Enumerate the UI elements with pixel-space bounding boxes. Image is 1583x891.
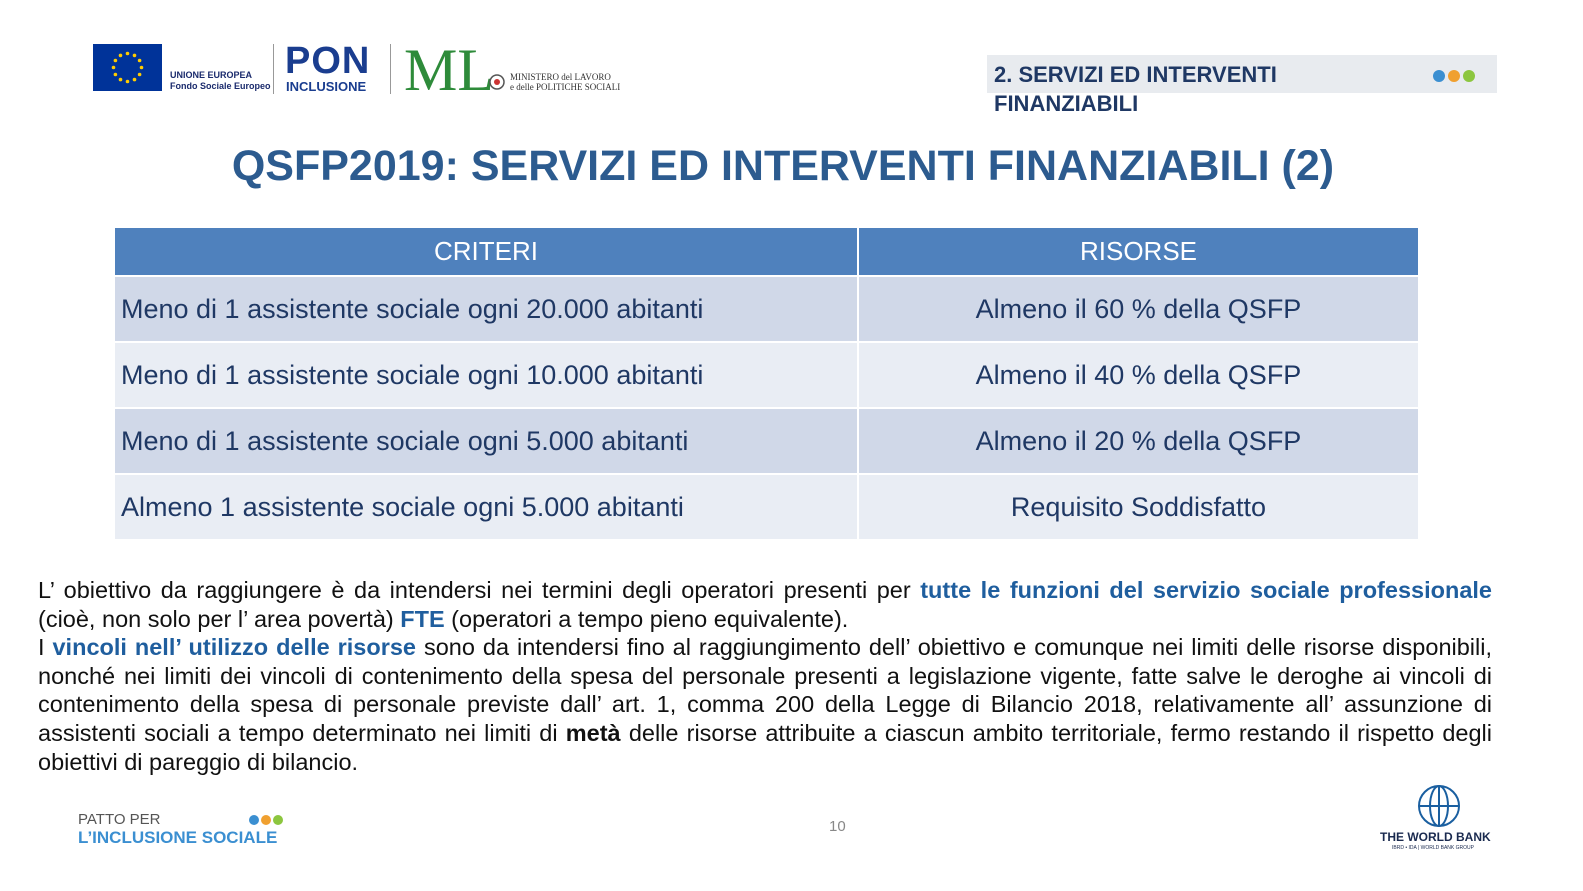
text-run: I — [38, 634, 53, 661]
table-cell: Requisito Soddisfatto — [857, 473, 1420, 541]
header-cell: RISORSE — [857, 228, 1420, 277]
text-run: (operatori a tempo pieno equivalente). — [444, 605, 849, 632]
text-run: vincoli nell’ utilizzo delle risorse — [52, 634, 417, 661]
world-bank-sub: IBRD • IDA | WORLD BANK GROUP — [1392, 845, 1474, 851]
eu-line: Fondo Sociale Europeo — [170, 81, 271, 91]
table-cell: Almeno il 40 % della QSFP — [857, 341, 1420, 409]
table-cell: Meno di 1 assistente sociale ogni 20.000… — [113, 275, 859, 343]
table-row: Meno di 1 assistente sociale ogni 20.000… — [113, 275, 1420, 343]
criteria-table: CRITERI RISORSE Meno di 1 assistente soci… — [113, 228, 1420, 541]
pon-sub: INCLUSIONE — [286, 79, 367, 94]
text-run: delle risorse attribuite a ciascun ambit… — [38, 719, 1492, 775]
text-run: L’ obiettivo da raggiungere è da intende… — [38, 577, 921, 603]
table-cell: Meno di 1 assistente sociale ogni 10.000… — [113, 341, 859, 409]
table-row: Meno di 1 assistente sociale ogni 5.000 … — [113, 407, 1420, 475]
text-run: FTE — [400, 605, 445, 632]
table-row: Almeno 1 assistente sociale ogni 5.000 a… — [113, 473, 1420, 541]
section-tag-box — [987, 55, 1497, 93]
section-tag: 2. SERVIZI ED INTERVENTI FINANZIABILI — [994, 62, 1277, 116]
table-cell: Almeno il 20 % della QSFP — [857, 407, 1420, 475]
dots — [1433, 70, 1475, 82]
ministry-emblem — [489, 74, 505, 90]
pon-logo: PON — [285, 40, 371, 82]
separator — [273, 44, 274, 94]
ministry-line: MINISTERO del LAVORO — [510, 72, 611, 82]
eu-line: UNIONE EUROPEA — [170, 70, 253, 80]
world-bank: THE WORLD BANK — [1380, 830, 1491, 844]
separator — [390, 44, 391, 94]
footer-dots — [249, 815, 283, 825]
text-run: metà — [565, 719, 621, 746]
table-cell: Meno di 1 assistente sociale ogni 5.000 … — [113, 407, 859, 475]
eu-flag — [93, 44, 162, 91]
page-number: 10 — [829, 818, 846, 835]
table-cell: Almeno 1 assistente sociale ogni 5.000 a… — [113, 473, 859, 541]
text-run: sono da intendersi fino al raggiungiment… — [38, 634, 1492, 746]
eu-logo-text: UNIONE EUROPEA Fondo Sociale Europeo — [170, 70, 271, 92]
header-cell: CRITERI — [113, 228, 859, 277]
eu-stars — [111, 51, 144, 84]
ministry-line: e delle POLITICHE SOCIALI — [510, 82, 621, 92]
ministry-letters: ML — [404, 37, 494, 103]
footer-patto: L’INCLUSIONE SOCIALE — [78, 828, 278, 847]
paragraph: L’ obiettivo da raggiungere è da intende… — [38, 576, 1492, 633]
world-bank-globe — [1418, 785, 1460, 827]
ministry-text: MINISTERO del LAVORO e delle POLITICHE S… — [510, 72, 620, 92]
table-cell: Almeno il 60 % della QSFP — [857, 275, 1420, 343]
table-header: CRITERI RISORSE — [113, 228, 1420, 277]
footer-patto: PATTO PER — [78, 811, 161, 828]
text-run: (cioè, non solo per l’ area povertà) — [38, 605, 401, 632]
slide-title: QSFP2019: SERVIZI ED INTERVENTI FINANZIA… — [231, 142, 1335, 190]
body-text: L’ obiettivo da raggiungere è da intende… — [38, 576, 1492, 776]
paragraph: I vincoli nell’ utilizzo delle risorse s… — [38, 633, 1492, 776]
table-row: Meno di 1 assistente sociale ogni 10.000… — [113, 341, 1420, 409]
text-run: tutte le funzioni del servizio sociale p… — [920, 577, 1493, 603]
